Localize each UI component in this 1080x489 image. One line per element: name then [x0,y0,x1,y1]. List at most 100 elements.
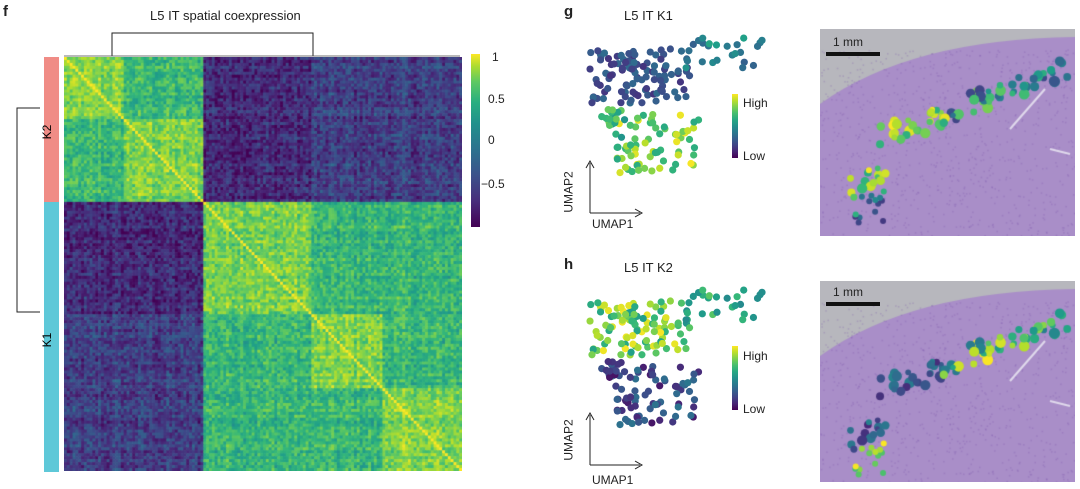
umap-point [749,313,758,322]
umap-point [685,47,693,55]
umap-point [613,407,621,415]
umap-point [604,306,613,315]
umap-point [588,351,596,359]
umap-point [596,308,605,316]
umap-point [656,76,665,85]
umap-point [705,40,713,48]
umap-point [740,286,748,294]
scale-bar-g [826,52,880,56]
umap-point [682,64,690,72]
umap-point [589,345,597,353]
umap-point [616,420,624,429]
umap-point [635,418,643,426]
umap-point [630,310,638,319]
umap-point [667,322,676,331]
umap-point [758,36,766,44]
umap-point [733,41,741,49]
umap-point [689,292,697,300]
umap-point [639,363,647,371]
umap-point [626,121,634,129]
umap-point [617,340,626,348]
umap-point [617,303,625,311]
colorbar-tick-1: 1 [492,50,499,64]
umap-point [650,314,659,322]
umap-point [689,124,698,132]
umap-point [740,34,748,42]
umap-point [600,301,609,309]
scale-bar-h [826,302,880,306]
umap-point [652,303,660,311]
umap-point [656,164,664,172]
umap-point [657,307,665,315]
umap-point [660,375,668,383]
umap-point [656,328,665,337]
umap-point [652,97,660,105]
umap-point [687,159,695,168]
umap-point [616,168,624,177]
umap-legend-gradient [732,346,738,410]
colorbar-tick-0: 0 [488,133,495,147]
umap-point [640,416,649,424]
umap-point [731,50,739,58]
umap-point [629,340,637,348]
umap-point [604,336,612,345]
umap-point [685,324,694,332]
legend-low-h: Low [743,402,766,416]
umap-point [621,345,629,353]
umap-point [617,51,625,59]
scale-bar-label-h: 1 mm [833,285,863,299]
umap-point [596,56,605,64]
umap-plot-k2 [585,286,766,470]
umap-point [646,48,654,56]
umap-point [628,419,636,428]
umap-title-h: L5 IT K2 [624,260,673,275]
umap-point [671,160,680,168]
umap-point [627,404,635,412]
umap-point [627,348,635,356]
umap-point [593,79,601,88]
umap-point [610,312,618,320]
umap-legend-gradient [732,94,738,158]
umap-point [641,139,649,147]
umap-point [712,293,721,301]
umap-point [651,401,659,409]
cluster-label-k2: K2 [40,124,54,139]
umap-point [635,166,643,174]
umap-point [656,382,664,390]
umap-point [633,114,642,122]
umap-point [649,119,657,127]
umap-point [650,62,659,70]
umap-point [740,58,748,66]
umap-point [684,127,692,135]
umap-point [674,403,682,411]
umap-point [587,48,595,57]
umap-point [685,299,693,307]
umap-point [690,403,698,411]
cluster-label-k1: K1 [40,332,54,347]
umap-point [633,75,641,83]
umap-point [604,84,612,93]
umap-point [731,302,739,310]
umap-point [723,42,731,50]
umap-point [617,351,625,359]
umap-point [613,155,621,163]
umap-point [669,166,677,174]
panel-letter-g: g [564,3,574,20]
umap-point [662,62,670,70]
umap-point [625,50,633,58]
top-dendrogram [111,32,314,56]
umap-point [698,58,706,66]
umap-point [617,133,626,141]
umap-point [659,409,668,417]
umap-point [656,130,664,138]
umap-point [650,75,658,84]
umap-point [642,73,650,81]
umap-point [652,51,660,59]
umap-point [677,47,686,55]
umap-point [612,367,620,375]
umap-point [753,42,762,50]
umap-point [604,54,613,63]
umap-point [676,363,685,371]
umap-point [749,61,758,70]
umap-point [633,327,641,335]
